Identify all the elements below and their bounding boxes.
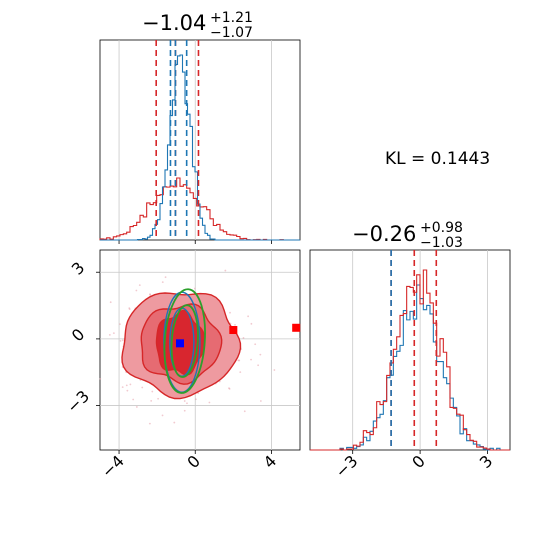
scatter-point	[129, 383, 132, 386]
title-1-median: −1.04	[142, 11, 206, 35]
scatter-point	[121, 339, 124, 342]
scatter-point	[234, 324, 236, 326]
scatter-point	[186, 402, 188, 405]
panel-bottom-right-frame	[309, 249, 511, 451]
panel-bottom-left	[96, 249, 301, 454]
scatter-point	[250, 358, 252, 361]
x-tick-label: 0	[408, 451, 429, 472]
scatter-point	[239, 371, 242, 374]
scatter-point	[157, 397, 160, 400]
scatter-point	[161, 414, 164, 417]
scatter-point	[119, 323, 121, 325]
scatter-point	[141, 386, 144, 389]
scatter-point	[254, 343, 257, 346]
scatter-point	[128, 307, 131, 310]
title-2-median: −0.26	[352, 222, 416, 246]
scatter-point	[229, 311, 231, 314]
x-tick-label: −3	[331, 451, 361, 481]
scatter-point	[148, 422, 151, 425]
scatter-point	[173, 421, 176, 424]
scatter-point	[242, 337, 245, 339]
scatter-point	[224, 269, 227, 272]
x-tick-label: 4	[260, 451, 281, 472]
title-2-plus: +0.98	[420, 220, 463, 236]
scatter-point	[135, 289, 138, 292]
panel-bottom-right	[309, 249, 511, 454]
scatter-point	[125, 384, 128, 387]
scatter-point	[112, 332, 115, 335]
scatter-point	[138, 284, 141, 287]
scatter-point	[194, 398, 197, 401]
scatter-point	[259, 353, 262, 356]
title-2-minus: −1.03	[420, 235, 463, 251]
title-1-plus: +1.21	[210, 10, 253, 26]
x-tick-label: −4	[98, 451, 128, 481]
contour-green-inner	[170, 304, 199, 378]
marker-square-blue	[176, 339, 184, 348]
scatter-point	[119, 340, 122, 342]
scatter-point	[257, 364, 260, 367]
scatter-point	[150, 399, 153, 402]
scatter-point	[151, 390, 154, 393]
scatter-point	[259, 400, 262, 402]
scatter-point	[135, 406, 138, 408]
y-tick-label: 3	[68, 258, 89, 279]
scatter-point	[208, 401, 211, 404]
scatter-point	[183, 409, 186, 412]
scatter-point	[183, 400, 186, 402]
hist-series-blue	[100, 54, 300, 241]
scatter-point	[193, 287, 196, 290]
kl-annotation: KL = 0.1443	[385, 149, 490, 169]
scatter-point	[238, 359, 241, 362]
scatter-point	[228, 387, 230, 390]
scatter-point	[109, 301, 112, 304]
scatter-point	[247, 315, 250, 318]
scatter-point	[99, 377, 102, 380]
scatter-point	[121, 386, 124, 388]
contour-green-outer	[163, 288, 206, 394]
scatter-point	[126, 389, 129, 392]
x-tick-label: 0	[183, 451, 204, 472]
scatter-point	[161, 281, 164, 284]
scatter-point	[273, 369, 276, 371]
scatter-point	[164, 276, 167, 279]
y-tick-label: −3	[63, 387, 93, 417]
scatter-point	[108, 333, 111, 336]
marker-square-red	[229, 326, 238, 334]
title-1-minus: −1.07	[210, 25, 253, 41]
scatter-point	[149, 293, 152, 296]
hist-series-red	[310, 269, 510, 451]
y-tick-label: 0	[68, 325, 89, 346]
scatter-point	[243, 410, 246, 413]
scatter-point	[250, 322, 253, 325]
x-tick-label: 3	[476, 451, 497, 472]
panel-top-left	[99, 39, 301, 244]
scatter-point	[132, 398, 135, 401]
marker-square-red	[292, 323, 301, 332]
